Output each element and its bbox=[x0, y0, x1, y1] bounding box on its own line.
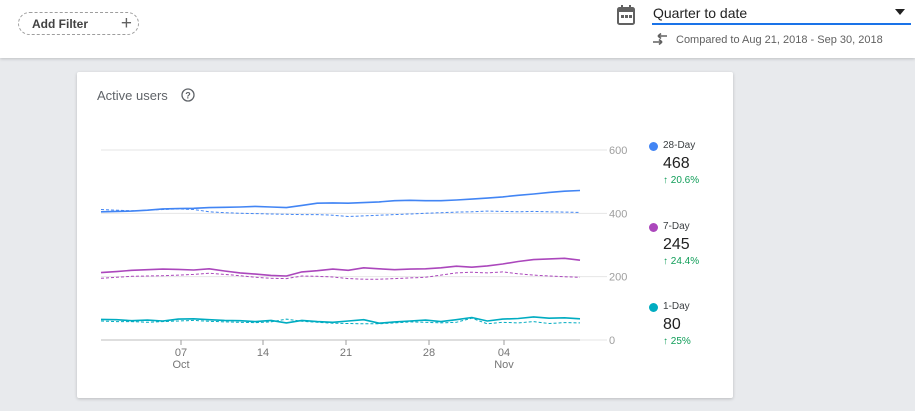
legend-change: ↑ 24.4% bbox=[663, 256, 700, 267]
x-tick-label: 04 bbox=[498, 347, 510, 359]
svg-text:?: ? bbox=[185, 90, 191, 100]
legend-dot bbox=[649, 142, 658, 151]
plus-icon: + bbox=[120, 13, 132, 34]
y-tick-label: 0 bbox=[609, 335, 615, 347]
comparison-period-text: Compared to Aug 21, 2018 - Sep 30, 2018 bbox=[676, 34, 883, 46]
series-line-1-day-previous bbox=[100, 317, 581, 325]
series-line-1-day bbox=[100, 316, 581, 324]
legend-value: 245 bbox=[663, 236, 690, 253]
add-filter-label: Add Filter bbox=[32, 17, 88, 31]
active-users-card: Active users ? 600 400 200 0 07 Oct 14 21 28 04 No… bbox=[77, 72, 733, 398]
series-line-28-day bbox=[100, 189, 581, 213]
top-toolbar: Add Filter + Quarter to date Compared to… bbox=[0, 0, 915, 58]
x-tick-label: 28 bbox=[423, 347, 435, 359]
series-line-28-day-previous bbox=[100, 208, 581, 217]
date-range-value: Quarter to date bbox=[653, 5, 748, 21]
series-line-7-day-previous bbox=[100, 271, 581, 280]
legend-value: 80 bbox=[663, 316, 681, 333]
legend-dot bbox=[649, 223, 658, 232]
date-range-select[interactable]: Quarter to date bbox=[652, 3, 911, 25]
legend-name: 7-Day bbox=[663, 221, 690, 232]
x-tick-month-label: Oct bbox=[172, 359, 189, 371]
legend-change: ↑ 25% bbox=[663, 336, 691, 347]
y-tick-label: 200 bbox=[609, 272, 627, 284]
change-percent: 24.4% bbox=[670, 256, 700, 267]
help-icon[interactable]: ? bbox=[181, 88, 195, 102]
y-tick-label: 400 bbox=[609, 208, 627, 220]
change-percent: 20.6% bbox=[670, 175, 700, 186]
x-tick-label: 21 bbox=[340, 347, 352, 359]
calendar-icon[interactable] bbox=[617, 5, 635, 25]
compare-arrows-icon bbox=[653, 33, 667, 45]
card-title: Active users bbox=[97, 88, 168, 103]
y-tick-label: 600 bbox=[609, 145, 627, 157]
legend-change: ↑ 20.6% bbox=[663, 175, 700, 186]
dropdown-arrow-icon bbox=[895, 9, 905, 15]
x-tick-month-label: Nov bbox=[494, 359, 514, 371]
series-line-7-day bbox=[100, 257, 581, 277]
add-filter-button[interactable]: Add Filter + bbox=[18, 12, 139, 35]
legend-name: 1-Day bbox=[663, 301, 690, 312]
x-tick-label: 07 bbox=[175, 347, 187, 359]
x-tick-label: 14 bbox=[257, 347, 269, 359]
legend-dot bbox=[649, 303, 658, 312]
legend-name: 28-Day bbox=[663, 140, 696, 151]
legend-value: 468 bbox=[663, 155, 690, 172]
change-percent: 25% bbox=[670, 336, 691, 347]
